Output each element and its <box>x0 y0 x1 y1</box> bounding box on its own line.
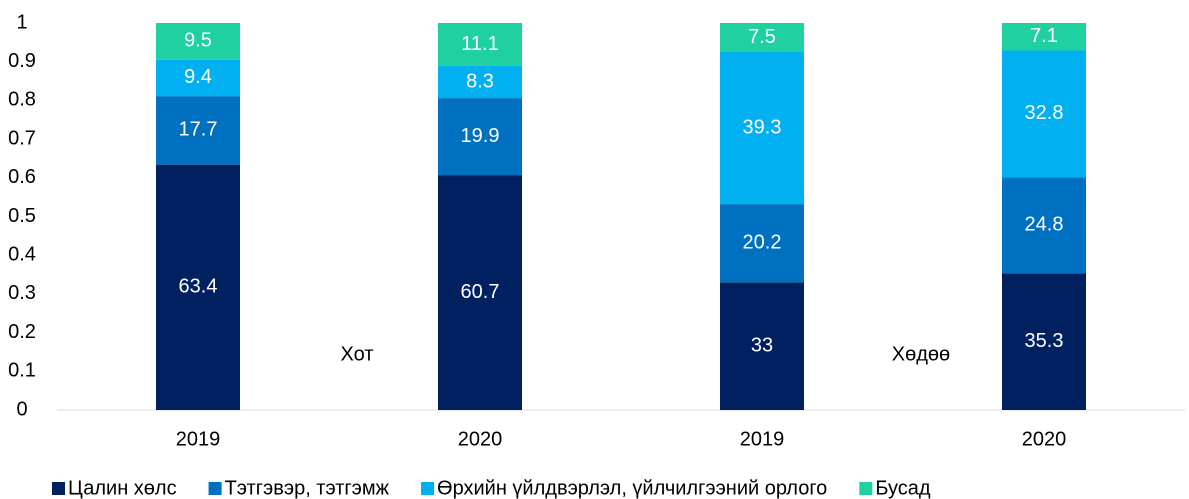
y-tick-label: 1 <box>16 11 27 33</box>
bar-segment <box>156 164 240 410</box>
value-label: 24.8 <box>1025 214 1064 236</box>
x-tick-label: 2020 <box>458 428 503 450</box>
y-tick-label: 0.3 <box>8 282 36 304</box>
legend-label: Өрхийн үйлдвэрлэл, үйлчилгээний орлого <box>437 477 827 499</box>
bar-segment <box>156 96 240 165</box>
bar-segment <box>1002 273 1086 410</box>
x-tick-label: 2019 <box>740 428 785 450</box>
group-label: Хөдөө <box>892 343 950 365</box>
y-tick-label: 0.6 <box>8 166 36 188</box>
y-tick-label: 0.1 <box>8 360 36 382</box>
x-tick-label: 2019 <box>176 428 221 450</box>
y-tick-label: 0.7 <box>8 127 36 149</box>
value-label: 9.4 <box>184 66 212 88</box>
value-label: 7.5 <box>748 26 776 48</box>
bar-segment <box>438 175 522 410</box>
y-tick-label: 0.4 <box>8 243 36 265</box>
value-label: 8.3 <box>466 70 494 92</box>
value-label: 32.8 <box>1025 102 1064 124</box>
value-label: 17.7 <box>179 119 218 141</box>
y-tick-label: 0.8 <box>8 89 36 111</box>
x-tick-label: 2020 <box>1022 428 1067 450</box>
bar-segment <box>720 204 804 283</box>
bar-segment <box>1002 23 1086 51</box>
legend-label: Бусад <box>875 477 931 499</box>
y-tick-label: 0.5 <box>8 205 36 227</box>
bar-segment <box>156 59 240 97</box>
bar-segment <box>720 52 804 205</box>
legend-marker <box>208 482 222 495</box>
bar-segment <box>438 65 522 99</box>
value-label: 63.4 <box>179 276 218 298</box>
legend-marker <box>52 482 65 495</box>
group-label: Хот <box>341 343 374 365</box>
y-tick-label: 0 <box>16 398 27 420</box>
y-tick-label: 0.2 <box>8 321 36 343</box>
legend-marker <box>859 482 873 495</box>
value-label: 9.5 <box>184 30 212 52</box>
legend-label: Цалин хөлс <box>68 477 177 499</box>
value-label: 35.3 <box>1025 330 1064 352</box>
bar-segment <box>156 23 240 60</box>
value-label: 33 <box>751 334 773 356</box>
legend-label: Тэтгэвэр, тэтгэмж <box>225 477 390 499</box>
value-label: 20.2 <box>743 231 782 253</box>
value-label: 39.3 <box>743 116 782 138</box>
bar-segment <box>720 23 804 53</box>
bar-segment <box>1002 50 1086 178</box>
value-label: 60.7 <box>461 281 500 303</box>
bar-segment <box>438 98 522 176</box>
value-label: 19.9 <box>461 125 500 147</box>
value-label: 11.1 <box>461 33 498 55</box>
value-label: 7.1 <box>1030 25 1058 47</box>
bar-segment <box>720 282 804 410</box>
y-tick-label: 0.9 <box>8 50 36 72</box>
legend-marker <box>421 482 435 495</box>
bar-segment <box>438 23 522 66</box>
bar-segment <box>1002 177 1086 274</box>
